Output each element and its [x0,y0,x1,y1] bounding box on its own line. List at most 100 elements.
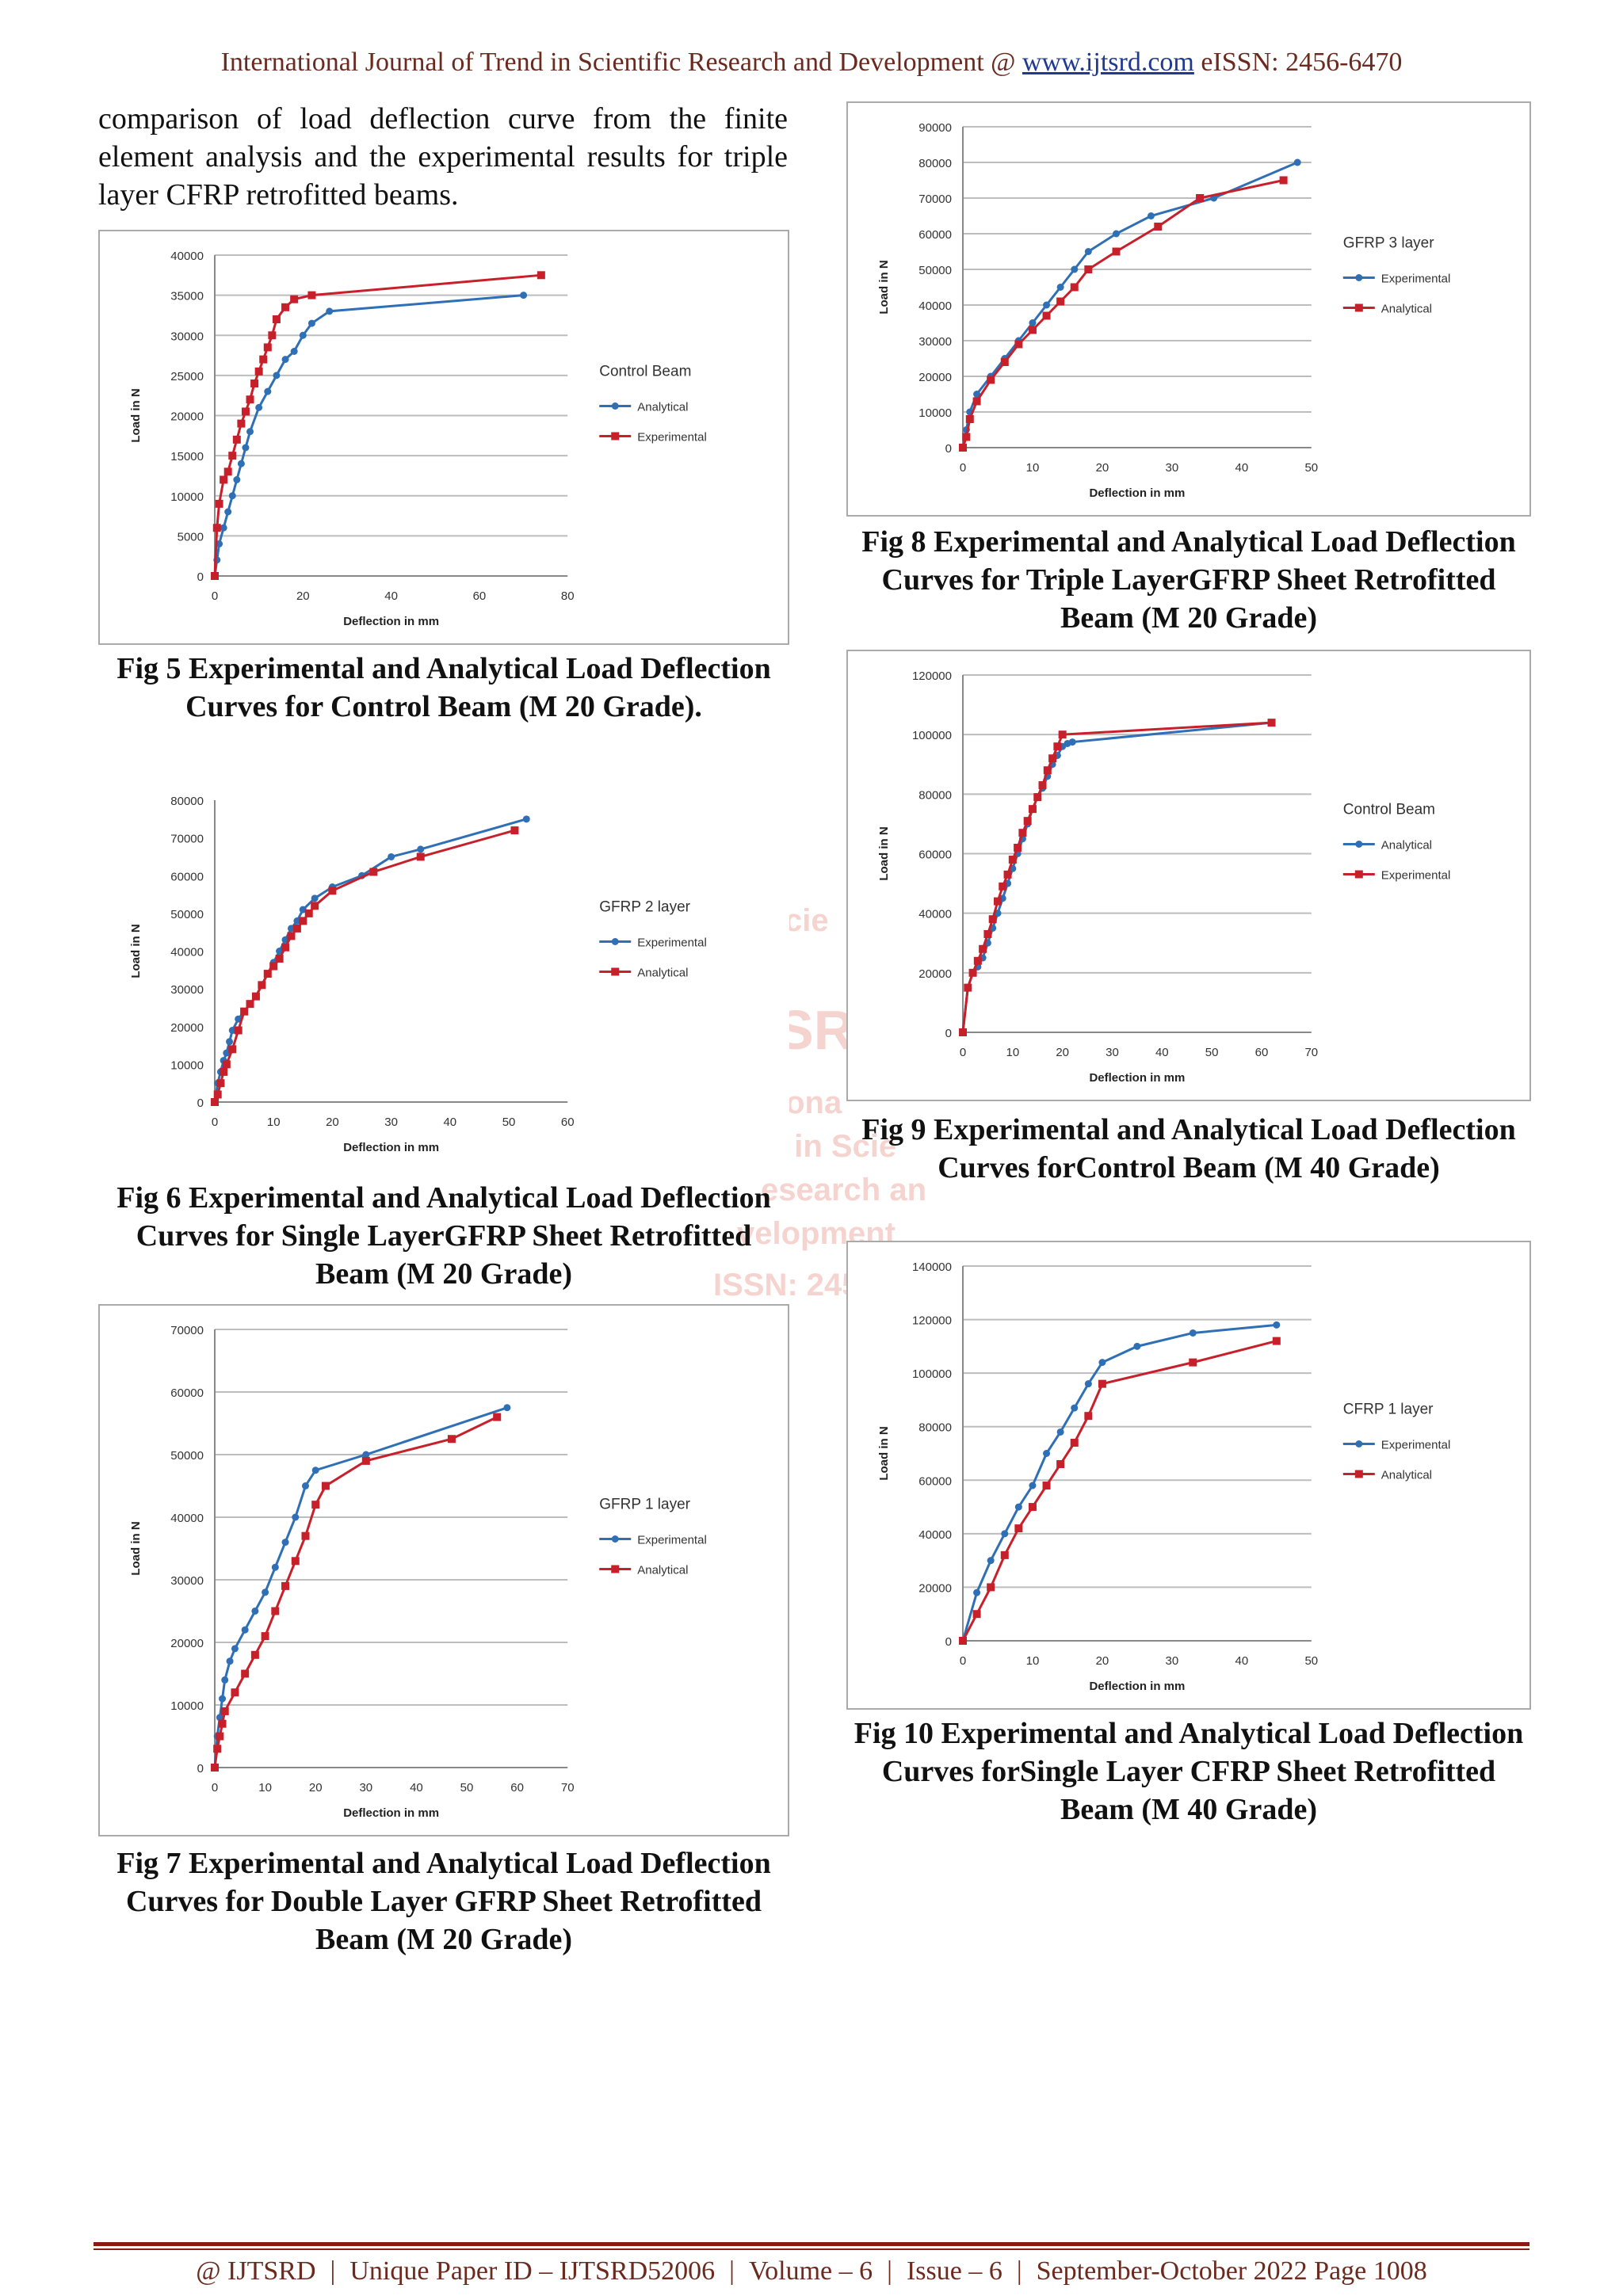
fig6-data-point [299,917,307,925]
fig9-xtick-label: 10 [1006,1046,1019,1059]
fig7-data-point [361,1456,370,1465]
fig6-xtick-label: 30 [384,1116,398,1129]
fig7-data-point [231,1688,239,1697]
fig5-data-point [281,303,290,311]
fig7-data-point [216,1732,224,1741]
fig7-data-point [292,1513,300,1521]
fig7-data-point [241,1626,249,1634]
fig10-ytick-label: 0 [945,1635,952,1649]
fig10-ytick-label: 120000 [912,1314,952,1328]
fig10-ytick-label: 80000 [918,1421,952,1435]
fig8-xtick-label: 40 [1235,461,1248,475]
fig6-legend-label: Analytical [637,967,688,980]
fig5-data-point [268,331,277,340]
fig10-ytick-label: 60000 [918,1474,952,1488]
fig9-data-point [1043,766,1052,775]
fig10-legend-label: Analytical [1381,1469,1432,1482]
fig7-ytick-label: 40000 [170,1512,204,1525]
fig10-data-point [1042,1482,1051,1490]
fig9-ytick-label: 120000 [912,669,952,683]
figure-7-caption: Fig 7 Experimental and Analytical Load D… [116,1847,771,1956]
fig6-x-axis-label: Deflection in mm [343,1141,439,1154]
fig8-xtick-label: 20 [1096,461,1109,475]
fig8-ytick-label: 40000 [918,299,952,313]
fig8-legend-marker [1354,303,1363,312]
watermark-text: cie SR iona l in Scie esearch an velopme… [713,824,967,1474]
fig10-data-point [1028,1503,1037,1512]
fig8-data-point [973,391,981,398]
fig10-series-line-0 [961,1323,1277,1642]
fig5-data-point [254,367,263,376]
fig7-data-point [493,1413,502,1421]
fig8-data-point [1196,194,1205,202]
figure-6-chart: 0 10000 20000 30000 40000 50000 60000 70000 8000… [98,775,789,1171]
fig5-data-point [215,499,223,508]
fig9-data-point [1053,742,1062,751]
fig7-data-point [250,1650,259,1659]
fig5-xtick-label: 0 [212,589,218,603]
fig6-data-point [328,887,337,895]
fig8-data-point [1014,340,1023,349]
fig5-ytick-label: 40000 [170,250,204,263]
fig6-data-point [510,826,519,835]
fig8-ytick-label: 90000 [918,121,952,135]
fig6-ytick-label: 40000 [170,946,204,959]
fig8-ytick-label: 70000 [918,193,952,206]
fig9-xtick-label: 20 [1056,1046,1069,1059]
fig7-xtick-label: 40 [410,1781,423,1794]
fig7-legend-title: GFRP 1 layer [599,1497,690,1513]
fig5-ytick-label: 15000 [170,450,204,463]
fig6-xtick-label: 0 [212,1116,218,1129]
footer-paper-id: Unique Paper ID – IJTSRD52006 [349,2256,716,2286]
fig7-data-point [301,1482,309,1489]
fig9-data-point [1033,793,1042,802]
fig5-data-point [326,307,334,315]
figure-7-chart: 0 10000 20000 30000 40000 50000 60000 70000 0 10 2… [98,1304,789,1836]
fig6-data-point [388,852,395,860]
fig10-data-point [987,1583,995,1592]
fig10-data-point [1043,1450,1051,1457]
fig6-series-line-1 [213,829,515,1103]
fig10-data-point [1084,1412,1093,1421]
fig6-ytick-label: 70000 [170,833,204,846]
fig5-data-point [220,524,227,532]
fig6-ytick-label: 50000 [170,908,204,921]
fig6-data-point [293,917,301,925]
fig7-xtick-label: 10 [258,1781,272,1794]
fig10-xtick-label: 50 [1304,1654,1318,1668]
fig9-legend-title: Control Beam [1343,802,1435,818]
fig10-data-point [1189,1329,1197,1337]
fig6-legend-label: Experimental [637,936,707,950]
fig8-data-point [1056,297,1065,306]
fig8-data-point [1000,358,1009,366]
fig8-ytick-label: 0 [945,442,952,456]
fig7-data-point [447,1435,456,1444]
fig8-ytick-label: 50000 [918,264,952,277]
fig10-data-point [1070,1438,1079,1447]
fig6-data-point [287,925,295,933]
fig9-data-point [1068,738,1076,746]
fig6-data-point [226,1038,234,1046]
fig7-series-line-1 [213,1416,498,1768]
footer-date-page: September-October 2022 Page 1008 [1036,2256,1427,2286]
fig5-legend-label: Experimental [637,431,707,444]
fig10-legend-label: Experimental [1381,1439,1451,1452]
fig7-ytick-label: 10000 [170,1699,204,1713]
fig5-xtick-label: 80 [561,589,575,603]
fig7-series-line-0 [213,1406,508,1768]
fig10-legend-marker [1354,1470,1363,1478]
fig7-data-point [311,1501,320,1509]
fig6-data-point [246,1000,254,1009]
fig5-data-point [224,508,232,516]
fig9-ytick-label: 80000 [918,788,952,802]
figure-6-caption: Fig 6 Experimental and Analytical Load D… [116,1181,771,1291]
fig10-xtick-label: 0 [960,1654,966,1668]
fig5-data-point [212,524,221,532]
fig5-ytick-label: 30000 [170,330,204,343]
fig7-data-point [231,1645,239,1653]
fig7-data-point [262,1589,269,1596]
fig9-xtick-label: 30 [1106,1046,1119,1059]
journal-url-link[interactable]: www.ijtsrd.com [1022,48,1194,77]
fig8-ytick-label: 10000 [918,406,952,420]
fig9-data-point [993,897,1002,906]
